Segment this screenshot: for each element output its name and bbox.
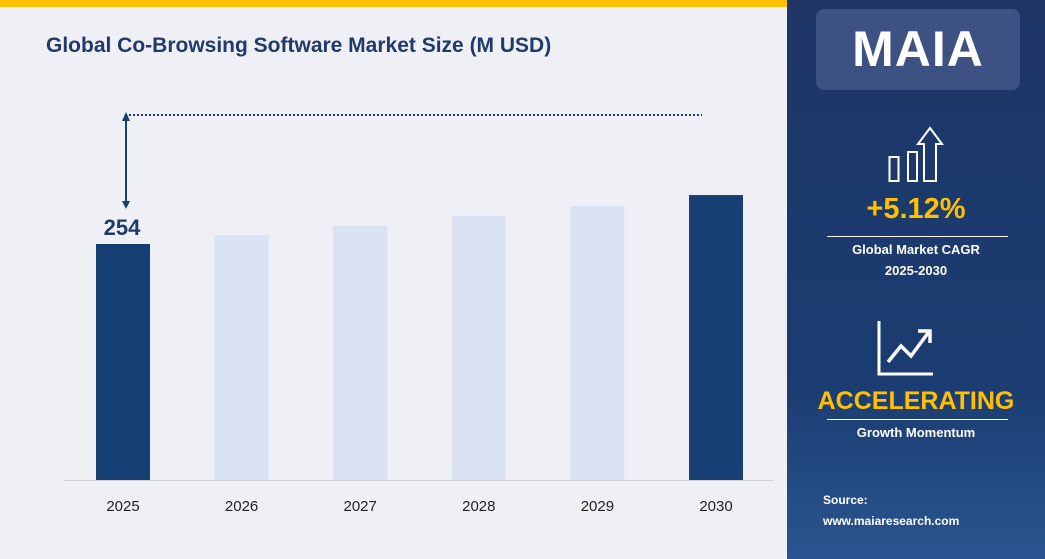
momentum-value: ACCELERATING <box>817 387 1015 415</box>
cagr-value: +5.12% <box>866 193 966 225</box>
x-tick-label: 2030 <box>699 498 732 515</box>
chart-title: Global Co-Browsing Software Market Size … <box>46 34 552 57</box>
bar-2028 <box>451 216 506 480</box>
cagr-period: 2025-2030 <box>884 263 948 278</box>
data-label: 254 <box>104 215 141 240</box>
x-tick-label: 2026 <box>225 498 258 515</box>
bar-2030 <box>689 195 743 481</box>
bar-2027 <box>333 225 388 480</box>
divider <box>827 419 1008 420</box>
bar-chart: 2025 254 2026 2027 2028 2029 2030 <box>64 112 774 515</box>
momentum-label: Growth Momentum <box>856 425 976 440</box>
source-link[interactable]: www.maiaresearch.com <box>823 514 960 528</box>
bar-chart-up-arrow-icon <box>888 126 944 182</box>
x-tick-label: 2029 <box>581 498 614 515</box>
bar-2025 <box>96 244 150 480</box>
top-accent-bar <box>0 0 787 7</box>
source-label: Source: <box>823 493 868 507</box>
logo: MAIA <box>816 9 1020 90</box>
x-tick-label: 2025 <box>106 498 139 515</box>
x-tick-label: 2027 <box>344 498 377 515</box>
x-tick-label: 2028 <box>462 498 495 515</box>
bar-2029 <box>570 205 625 481</box>
arrow-head-up <box>122 112 130 121</box>
sidebar: MAIA +5.12% Global Market CAGR 2025-2030… <box>787 0 1045 559</box>
arrow-head-down <box>122 201 130 209</box>
divider <box>827 236 1008 237</box>
line-chart-trend-icon <box>877 321 933 376</box>
bar-2026 <box>214 235 269 480</box>
cagr-label: Global Market CAGR <box>852 242 980 257</box>
source: Source: www.maiaresearch.com <box>823 490 959 532</box>
